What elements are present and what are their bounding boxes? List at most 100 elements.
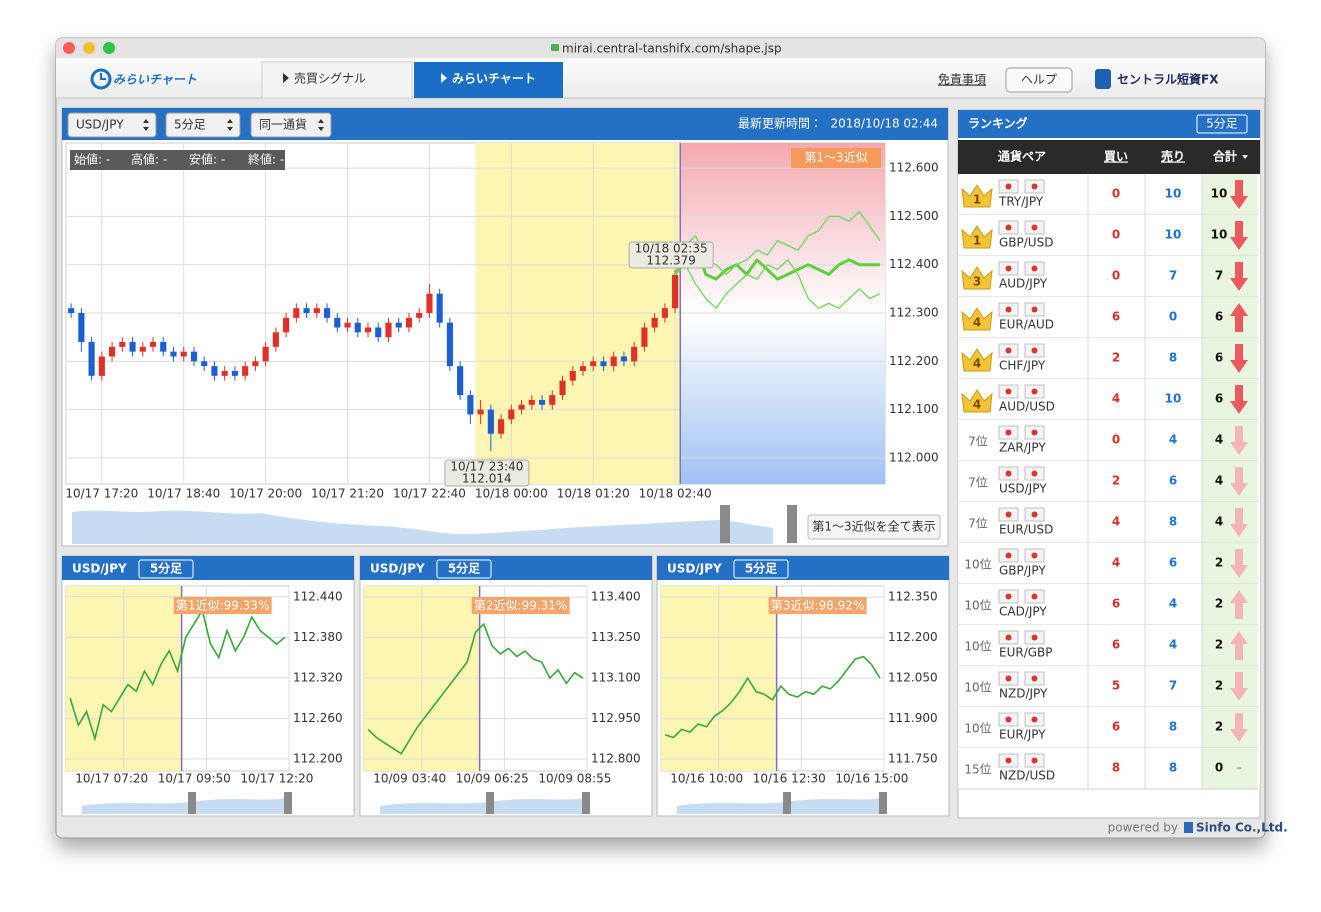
select-label[interactable]: 同一通貨 — [259, 117, 307, 132]
trend-arrow-down — [1230, 221, 1248, 250]
sell-count: 10 — [1165, 228, 1182, 242]
navigator-handle[interactable] — [284, 792, 292, 814]
brand-logo: セントラル短資FX — [1117, 72, 1219, 87]
similarity-badge — [768, 597, 867, 614]
trend-flat: – — [1236, 761, 1242, 775]
logo[interactable]: みらいチャート — [113, 73, 197, 87]
ranking-interval-button[interactable] — [1196, 114, 1248, 134]
navigator-handle[interactable] — [582, 792, 590, 814]
navigator-handle[interactable] — [486, 792, 494, 814]
interval-button[interactable] — [138, 559, 194, 579]
candle-body — [262, 346, 269, 362]
show-all-button[interactable] — [807, 514, 941, 540]
select-arrows — [143, 119, 149, 131]
candle-body — [323, 308, 331, 318]
select-arrows — [227, 119, 233, 131]
tab-arrow — [283, 73, 289, 83]
zoom-button[interactable] — [103, 42, 115, 54]
flag-mark — [1005, 470, 1012, 477]
navigator-handle[interactable] — [720, 505, 730, 543]
currency-pair: EUR/GBP — [999, 646, 1053, 660]
y-tick-label: 111.900 — [888, 711, 938, 725]
select[interactable] — [250, 112, 332, 138]
tab-label[interactable]: みらいチャート — [452, 72, 536, 86]
candle-body — [119, 341, 126, 347]
column-header[interactable]: 合計 — [1213, 149, 1237, 164]
rank: 4 — [973, 316, 981, 330]
crown-icon — [961, 266, 993, 290]
x-tick-label: 10/17 07:20 — [75, 772, 148, 786]
y-tick-label: 112.350 — [888, 590, 938, 604]
y-tick-label: 112.050 — [888, 671, 938, 685]
y-tick-label: 112.300 — [889, 306, 939, 320]
y-tick-label: 112.380 — [293, 630, 343, 644]
navigator-handle[interactable] — [188, 792, 196, 814]
buy-count: 4 — [1112, 392, 1120, 406]
select[interactable] — [165, 112, 241, 138]
disclaimer-link[interactable]: 免責事項 — [938, 72, 986, 87]
tab-arrow — [441, 73, 447, 83]
navigator-handle[interactable] — [787, 505, 797, 543]
tab[interactable] — [261, 61, 413, 99]
select-label[interactable]: USD/JPY — [76, 118, 124, 132]
show-all-label[interactable]: 第1〜3近似を全て表示 — [812, 520, 935, 534]
total-cell — [1202, 584, 1258, 625]
total-cell — [1202, 461, 1258, 502]
buy-count: 0 — [1112, 269, 1120, 283]
y-tick-label: 112.260 — [293, 711, 343, 725]
annotation-value: 112.014 — [462, 472, 512, 486]
close-button[interactable] — [63, 42, 75, 54]
tab-label[interactable]: 売買シグナル — [294, 71, 366, 86]
candle-body — [334, 317, 341, 328]
help-button[interactable] — [1005, 67, 1073, 93]
total-cell — [1202, 420, 1258, 461]
candle-body — [528, 399, 535, 405]
ranking-interval[interactable]: 5分足 — [1206, 117, 1238, 131]
candle-body — [242, 366, 249, 376]
candle-body — [375, 327, 382, 338]
y-tick-label: 113.100 — [591, 671, 641, 685]
column-header[interactable]: 買い — [1104, 150, 1128, 164]
navigator-handle[interactable] — [783, 792, 791, 814]
flag-mark — [1031, 265, 1038, 272]
tab-active[interactable] — [414, 62, 563, 98]
trend-arrow-down — [1230, 549, 1248, 578]
x-tick-label: 10/09 06:25 — [456, 772, 529, 786]
total-cell — [1202, 666, 1258, 707]
interval-button[interactable] — [436, 559, 492, 579]
buy-count: 2 — [1112, 351, 1120, 365]
flag-mark — [1005, 265, 1012, 272]
y-tick-label: 112.000 — [889, 450, 939, 464]
y-tick-label: 112.200 — [889, 354, 939, 368]
select[interactable] — [67, 112, 157, 138]
candle-body — [405, 317, 413, 328]
main-chart-grid — [66, 143, 885, 484]
flag-mark — [1031, 183, 1038, 190]
minimize-button[interactable] — [83, 42, 95, 54]
rank: 7位 — [968, 517, 988, 531]
forecast-line — [674, 259, 881, 309]
similarity-label: 第1近似:99.33% — [176, 599, 269, 613]
select-label[interactable]: 5分足 — [174, 118, 206, 132]
currency-pair: NZD/USD — [999, 769, 1055, 783]
interval-button[interactable] — [733, 559, 789, 579]
flag-mark — [1031, 224, 1038, 231]
column-header[interactable]: 売り — [1161, 149, 1185, 164]
candle-body — [272, 332, 279, 347]
candle-body — [108, 346, 116, 357]
help-label[interactable]: ヘルプ — [1021, 73, 1057, 87]
navigator-handle[interactable] — [879, 792, 887, 814]
candle-body — [303, 308, 310, 314]
rank: 1 — [973, 234, 981, 248]
sell-count: 7 — [1169, 679, 1177, 693]
flag-mark — [1031, 716, 1038, 723]
candle-body — [385, 322, 392, 338]
y-tick-label: 113.400 — [591, 590, 641, 604]
candle-body — [467, 395, 474, 415]
crown-icon — [961, 307, 993, 331]
candle-body — [190, 351, 198, 362]
x-tick-label: 10/17 17:20 — [65, 487, 138, 501]
interval-label: 5分足 — [150, 561, 182, 576]
similarity-label: 第3近似:98.92% — [771, 599, 864, 613]
